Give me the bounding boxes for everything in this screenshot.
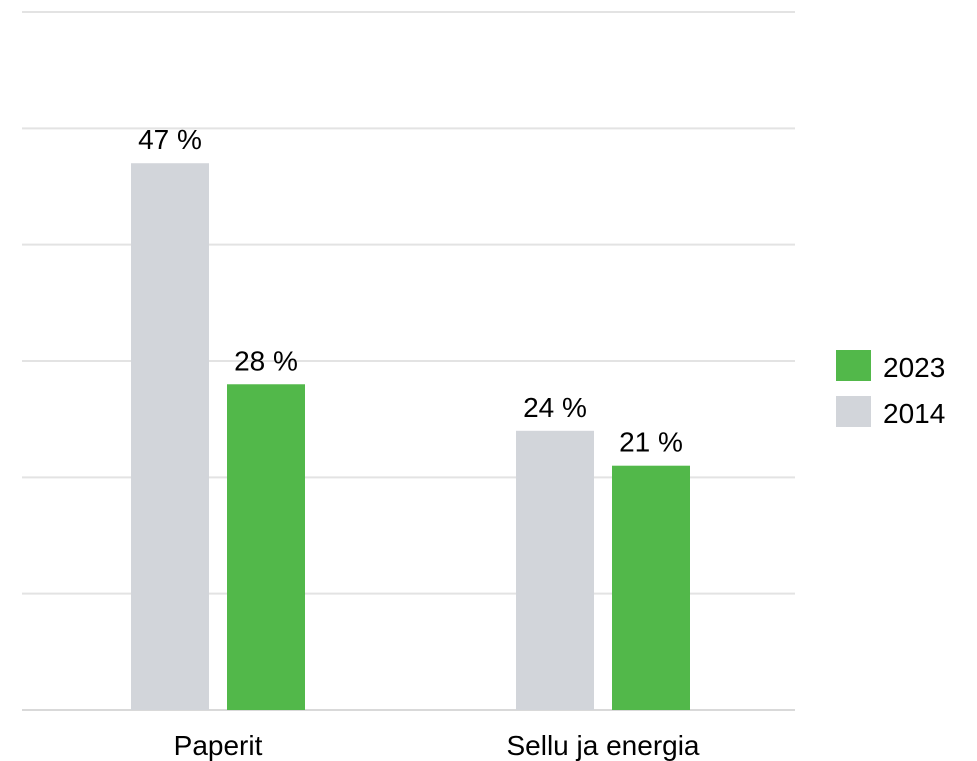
bars xyxy=(131,163,690,710)
x-axis-tick-labels: Paperit Sellu ja energia xyxy=(174,730,700,761)
data-label-sellu-ja-energia-2023: 21 % xyxy=(619,427,683,458)
x-tick-label-sellu-ja-energia: Sellu ja energia xyxy=(506,730,699,761)
data-label-paperit-2014: 47 % xyxy=(138,124,202,155)
bar-sellu-ja-energia-2014 xyxy=(516,430,594,710)
legend-swatch-2023 xyxy=(836,350,871,381)
legend-label-2023: 2023 xyxy=(883,352,945,383)
legend: 2023 2014 xyxy=(836,350,945,429)
bar-paperit-2014 xyxy=(131,163,209,710)
data-label-sellu-ja-energia-2014: 24 % xyxy=(523,392,587,423)
data-labels: 47 % 28 % 24 % 21 % xyxy=(138,124,683,457)
legend-label-2014: 2014 xyxy=(883,398,945,429)
x-tick-label-paperit: Paperit xyxy=(174,730,263,761)
data-label-paperit-2023: 28 % xyxy=(234,345,298,376)
bar-paperit-2023 xyxy=(227,384,305,710)
bar-sellu-ja-energia-2023 xyxy=(612,465,690,710)
legend-swatch-2014 xyxy=(836,396,871,427)
